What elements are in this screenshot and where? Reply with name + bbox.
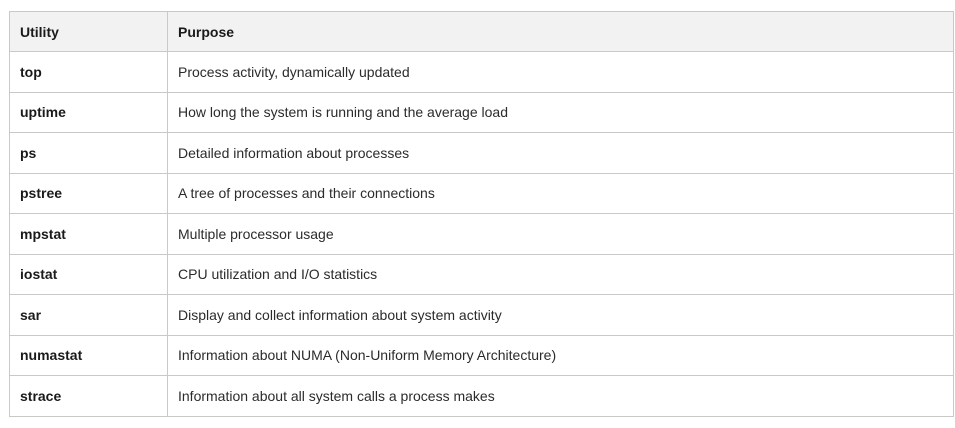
table-header: Utility Purpose bbox=[9, 11, 954, 52]
purpose-cell: Display and collect information about sy… bbox=[167, 294, 954, 336]
table-row: uptime How long the system is running an… bbox=[9, 91, 954, 133]
utility-table-container: Utility Purpose top Process activity, dy… bbox=[9, 11, 954, 417]
utility-table: Utility Purpose top Process activity, dy… bbox=[9, 11, 954, 417]
table-row: strace Information about all system call… bbox=[9, 375, 954, 417]
header-purpose: Purpose bbox=[167, 11, 954, 52]
purpose-cell: Multiple processor usage bbox=[167, 213, 954, 255]
purpose-cell: How long the system is running and the a… bbox=[167, 91, 954, 133]
table-row: numastat Information about NUMA (Non-Uni… bbox=[9, 334, 954, 376]
purpose-cell: A tree of processes and their connection… bbox=[167, 172, 954, 214]
table-row: top Process activity, dynamically update… bbox=[9, 51, 954, 93]
table-row: mpstat Multiple processor usage bbox=[9, 213, 954, 255]
utility-cell: ps bbox=[9, 132, 168, 174]
purpose-cell: Information about NUMA (Non-Uniform Memo… bbox=[167, 334, 954, 376]
utility-cell: mpstat bbox=[9, 213, 168, 255]
utility-cell: numastat bbox=[9, 334, 168, 376]
header-utility: Utility bbox=[9, 11, 168, 52]
utility-cell: uptime bbox=[9, 91, 168, 133]
purpose-cell: CPU utilization and I/O statistics bbox=[167, 253, 954, 295]
header-row: Utility Purpose bbox=[9, 11, 954, 52]
table-body: top Process activity, dynamically update… bbox=[9, 51, 954, 417]
utility-cell: strace bbox=[9, 375, 168, 417]
table-row: iostat CPU utilization and I/O statistic… bbox=[9, 253, 954, 295]
purpose-cell: Detailed information about processes bbox=[167, 132, 954, 174]
utility-cell: sar bbox=[9, 294, 168, 336]
utility-cell: pstree bbox=[9, 172, 168, 214]
purpose-cell: Information about all system calls a pro… bbox=[167, 375, 954, 417]
utility-cell: iostat bbox=[9, 253, 168, 295]
table-row: ps Detailed information about processes bbox=[9, 132, 954, 174]
utility-cell: top bbox=[9, 51, 168, 93]
table-row: pstree A tree of processes and their con… bbox=[9, 172, 954, 214]
table-row: sar Display and collect information abou… bbox=[9, 294, 954, 336]
purpose-cell: Process activity, dynamically updated bbox=[167, 51, 954, 93]
